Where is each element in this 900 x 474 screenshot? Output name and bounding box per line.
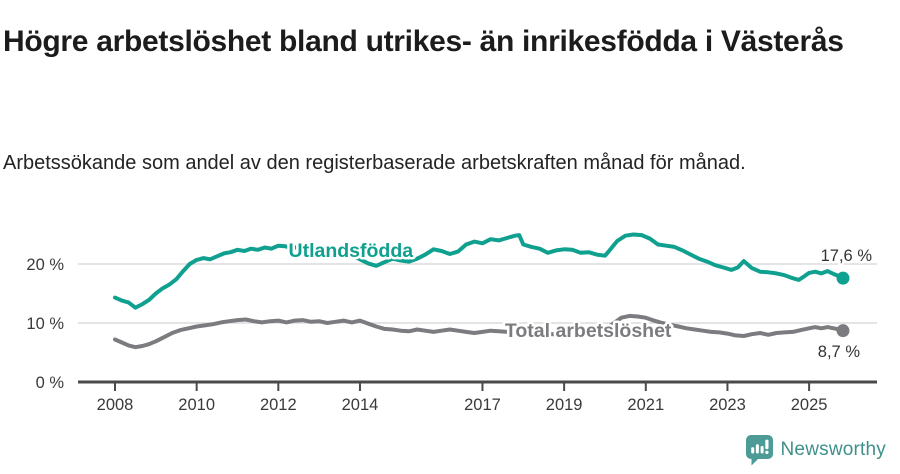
end-value-label-total-arbetsl-shet: 8,7 % (818, 343, 861, 361)
series-label-total-arbetsl-shet: Total arbetslöshet (505, 320, 672, 342)
chart-subtitle: Arbetssökande som andel av den registerb… (3, 152, 746, 174)
y-tick-label-20: 20 % (26, 256, 64, 274)
page-title: Högre arbetslöshet bland utrikes- än inr… (3, 25, 844, 59)
x-tick-label-2021: 2021 (627, 396, 664, 414)
newsworthy-wordmark: Newsworthy (780, 439, 886, 460)
x-tick-label-2019: 2019 (546, 396, 583, 414)
end-value-label-utlandsf-dda: 17,6 % (821, 247, 873, 265)
y-tick-label-0: 0 % (36, 374, 65, 392)
x-tick-label-2017: 2017 (464, 396, 501, 414)
end-dot-utlandsf-dda (836, 271, 850, 285)
x-tick-label-2023: 2023 (709, 396, 746, 414)
x-tick-label-2014: 2014 (342, 396, 379, 414)
newsworthy-logo-icon (745, 435, 773, 466)
y-tick-label-10: 10 % (26, 315, 64, 333)
newsworthy-attribution: Newsworthy (745, 434, 886, 466)
series-line-total-arbetsl-shet (113, 313, 845, 350)
series-line-utlandsf-dda (113, 232, 845, 310)
x-tick-label-2012: 2012 (260, 396, 297, 414)
end-dot-total-arbetsl-shet (836, 324, 850, 338)
series-label-utlandsf-dda: Utlandsfödda (289, 240, 414, 262)
x-tick-label-2010: 2010 (178, 396, 215, 414)
x-tick-label-2025: 2025 (791, 396, 828, 414)
x-tick-label-2008: 2008 (97, 396, 134, 414)
